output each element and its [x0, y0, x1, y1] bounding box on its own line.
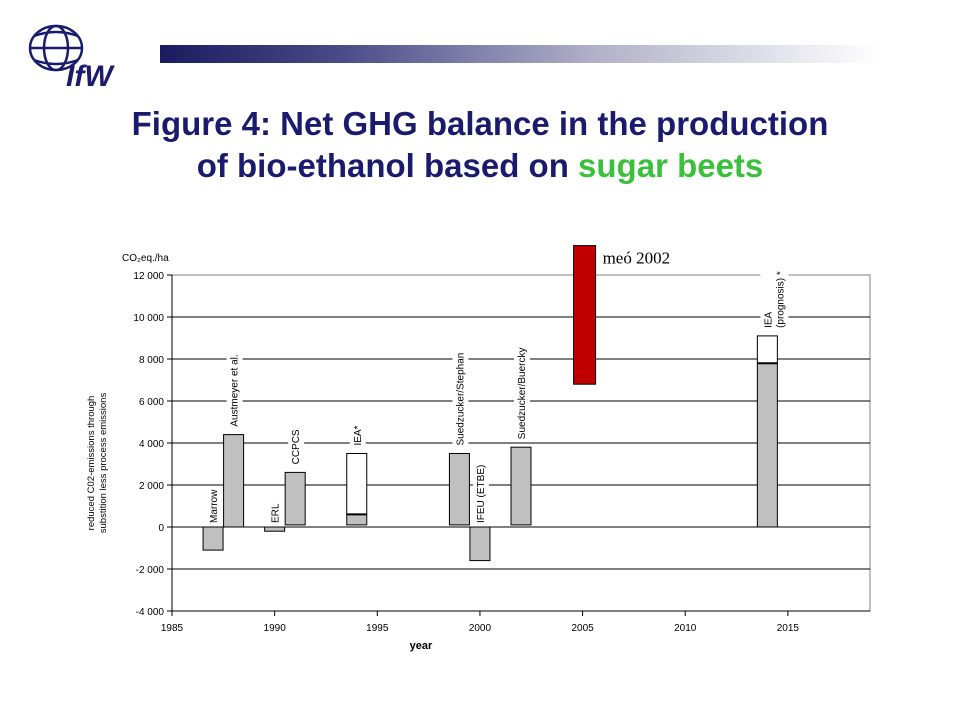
bar-label-bg	[349, 420, 366, 449]
bar	[264, 526, 286, 532]
y-tick-label: 6 000	[139, 397, 164, 408]
y-axis-title: reduced C02-emissions throughsubstition …	[86, 393, 109, 534]
bar	[202, 526, 224, 551]
bar	[756, 362, 778, 528]
bar	[573, 245, 597, 385]
y-tick-label: 0	[158, 523, 164, 534]
bar	[756, 335, 778, 364]
y-tick-label: 10 000	[133, 313, 164, 324]
logo: IfW	[28, 24, 115, 93]
y-tick-label: -2 000	[136, 565, 165, 576]
bar	[510, 446, 532, 526]
x-tick-label: 2005	[571, 623, 594, 634]
bar-label: Suedzucker/Buercky	[517, 347, 528, 439]
bar-label-bg	[514, 335, 530, 443]
bar-label-bg	[206, 486, 223, 526]
bar	[346, 453, 368, 515]
bar	[346, 513, 368, 526]
bar-label-bg	[226, 334, 243, 430]
bar-label-bg	[452, 341, 469, 449]
bar-label: Suedzucker/Stephan	[455, 353, 466, 446]
x-tick-label: 1985	[161, 623, 184, 634]
y-tick-label: -4 000	[136, 607, 165, 618]
header-gradient-bar	[160, 45, 880, 63]
x-tick-label: 2015	[777, 623, 800, 634]
logo-text: IfW	[66, 60, 115, 93]
globe-icon	[28, 24, 84, 72]
bar-label-bg	[267, 503, 284, 526]
y-unit-label: CO₂eq./ha	[122, 253, 169, 264]
slide-title-line2: of bio-ethanol based on sugar beets	[0, 145, 960, 187]
bar	[469, 526, 491, 562]
slide-title-line1: Figure 4: Net GHG balance in the product…	[131, 105, 829, 142]
bar-label: meó 2002	[603, 249, 671, 268]
bar-label-bg	[288, 433, 305, 468]
y-tick-label: 8 000	[139, 355, 164, 366]
x-tick-label: 1995	[366, 623, 389, 634]
x-tick-label: 2000	[469, 623, 492, 634]
bar-label: Austmeyer et al.	[230, 354, 241, 426]
x-axis-title: year	[410, 640, 433, 652]
x-tick-label: 1990	[264, 623, 287, 634]
slide-title: Figure 4: Net GHG balance in the product…	[0, 103, 960, 187]
y-tick-label: 12 000	[133, 271, 164, 282]
bar	[448, 453, 470, 526]
slide-title-line2-prefix: of bio-ethanol based on	[196, 147, 579, 184]
bar-label: IEA*	[353, 425, 364, 445]
y-tick-label: 2 000	[139, 481, 164, 492]
bar	[284, 471, 306, 526]
bar-label: IEA(prognosis) *	[763, 271, 786, 328]
bar-label: Marrow	[209, 489, 220, 523]
bar-label: ERL	[271, 503, 282, 523]
bar-label: IFEU (ETBE)	[476, 465, 487, 523]
y-tick-label: 4 000	[139, 439, 164, 450]
x-tick-label: 2010	[674, 623, 697, 634]
bar-label-bg	[760, 252, 789, 331]
bar-label: CCPCS	[291, 429, 302, 464]
bar	[223, 434, 245, 528]
bar-label-bg	[472, 458, 489, 526]
slide-title-highlight: sugar beets	[578, 147, 764, 184]
